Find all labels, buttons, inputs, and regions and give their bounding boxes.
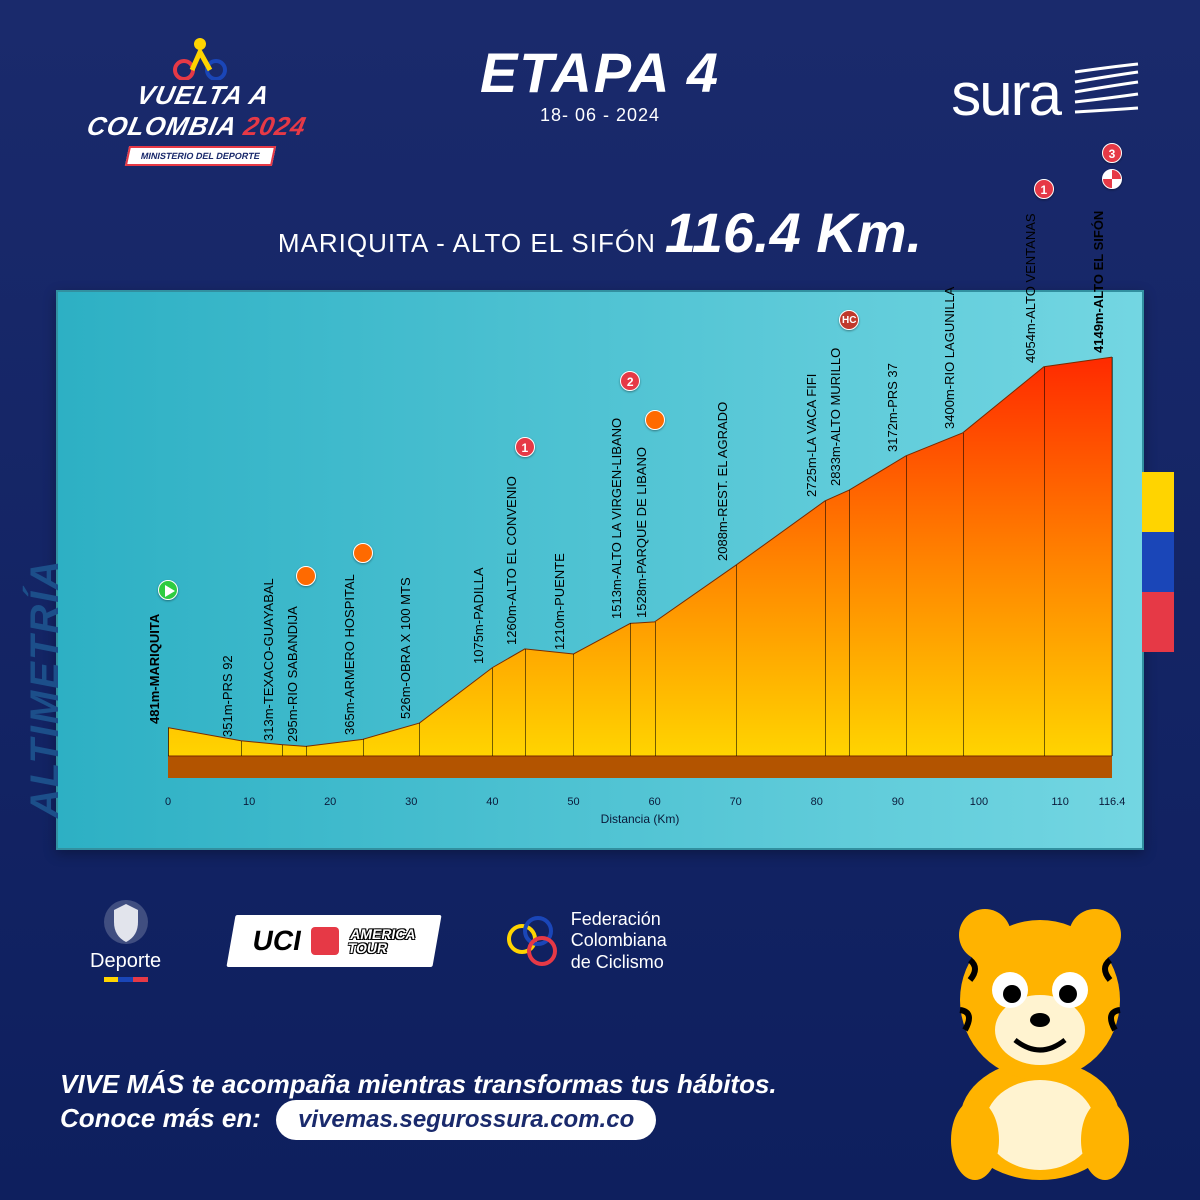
x-axis-title: Distancia (Km): [601, 812, 680, 826]
uci-red-icon: [311, 927, 339, 955]
footer: Deporte UCI AMERICA TOUR Federación Colo…: [0, 880, 1200, 1200]
fede-l2: Colombiana: [571, 930, 667, 952]
point-label: 2833m-ALTO MURILLO: [828, 348, 843, 486]
sprint-badge-icon: [353, 543, 373, 563]
federacion-logo: Federación Colombiana de Ciclismo: [507, 909, 667, 974]
flag-yellow: [1142, 472, 1174, 532]
x-tick: 70: [730, 796, 742, 808]
point-label: 1210m-PUENTE: [552, 553, 567, 650]
x-tick: 50: [567, 796, 579, 808]
point-label: 1260m-ALTO EL CONVENIO: [504, 476, 519, 645]
point-label: 526m-OBRA X 100 MTS: [398, 577, 413, 719]
race-logo: VUELTA ACOLOMBIA 2024 MINISTERIO DEL DEP…: [70, 30, 330, 166]
fede-l3: de Ciclismo: [571, 952, 667, 974]
race-name-1: VUELTA A: [134, 80, 273, 110]
x-tick: 116.4: [1099, 796, 1126, 808]
x-tick: 30: [405, 796, 417, 808]
mf-r: [133, 977, 148, 982]
slogan-line-2-pre: Conoce más en:: [60, 1103, 261, 1133]
race-year: 2024: [241, 111, 309, 141]
flag-red: [1142, 592, 1174, 652]
deporte-text: Deporte: [90, 950, 161, 973]
deporte-logo: Deporte: [90, 900, 161, 982]
x-tick: 100: [970, 796, 988, 808]
flag-blue: [1142, 532, 1174, 592]
point-label: 313m-TEXACO-GUAYABAL: [261, 578, 276, 741]
x-tick: 110: [1051, 796, 1069, 808]
race-name-2: COLOMBIA: [84, 111, 239, 141]
uci-sub: AMERICA TOUR: [347, 927, 417, 955]
federacion-text: Federación Colombiana de Ciclismo: [571, 909, 667, 974]
cyclist-icon: [170, 30, 230, 80]
x-tick: 20: [324, 796, 336, 808]
sura-text: sura: [951, 60, 1060, 129]
elevation-plot: 481m-MARIQUITA351m-PRS 92313m-TEXACO-GUA…: [168, 312, 1112, 778]
stage-date: 18- 06 - 2024: [480, 105, 720, 126]
route-line: MARIQUITA - ALTO EL SIFÓN 116.4 Km.: [0, 200, 1200, 265]
point-label: 1513m-ALTO LA VIRGEN-LIBANO: [609, 418, 624, 619]
fede-l1: Federación: [571, 909, 667, 931]
x-tick: 80: [811, 796, 823, 808]
x-tick: 0: [165, 796, 171, 808]
route-from-to: MARIQUITA - ALTO EL SIFÓN: [278, 228, 656, 258]
point-label: 3400m-RIO LAGUNILLA: [942, 286, 957, 428]
point-label: 1528m-PARQUE DE LIBANO: [634, 447, 649, 618]
elevation-chart-card: ALTIMETRÍA 481m-MARIQUITA351m-PRS 92313m…: [56, 290, 1144, 850]
shield-icon: [104, 900, 148, 944]
point-label: 2725m-LA VACA FIFI: [804, 374, 819, 497]
colombia-flag-strip: [1142, 472, 1174, 652]
x-tick: 10: [243, 796, 255, 808]
cat-badge-icon: 1: [515, 437, 535, 457]
mf-b: [118, 977, 133, 982]
profile-wrap: 481m-MARIQUITA351m-PRS 92313m-TEXACO-GUA…: [168, 312, 1112, 808]
point-label: 4149m-ALTO EL SIFÓN: [1091, 211, 1106, 353]
sura-swoosh-icon: [1070, 62, 1140, 127]
point-label: 365m-ARMERO HOSPITAL: [342, 574, 357, 735]
slogan-line-1: VIVE MÁS te acompaña mientras transforma…: [60, 1069, 777, 1100]
point-label: 481m-MARIQUITA: [147, 613, 162, 723]
point-label: 2088m-REST. EL AGRADO: [715, 402, 730, 561]
x-tick: 90: [892, 796, 904, 808]
ring-r: [527, 936, 557, 966]
sponsor-row: Deporte UCI AMERICA TOUR Federación Colo…: [90, 900, 950, 982]
start-badge-icon: [158, 580, 178, 600]
uci-main: UCI: [250, 925, 304, 957]
sprint-badge-icon: [645, 410, 665, 430]
point-label: 351m-PRS 92: [220, 655, 235, 737]
cat-badge-icon: 1: [1034, 179, 1054, 199]
stage-name: ETAPA 4: [480, 40, 720, 105]
x-tick: 60: [648, 796, 660, 808]
altimetria-label: ALTIMETRÍA: [23, 559, 68, 818]
uci-logo: UCI AMERICA TOUR: [227, 915, 442, 967]
rings-icon: [507, 916, 557, 966]
point-label: 295m-RIO SABANDIJA: [285, 607, 300, 743]
mini-flag: [104, 977, 148, 982]
point-label: 3172m-PRS 37: [885, 363, 900, 452]
x-tick: 40: [486, 796, 498, 808]
url-pill[interactable]: vivemas.segurossura.com.co: [276, 1100, 656, 1140]
race-subtitle: MINISTERIO DEL DEPORTE: [124, 146, 275, 166]
point-label: 4054m-ALTO VENTANAS: [1023, 213, 1038, 363]
route-distance: 116.4 Km.: [665, 201, 922, 264]
sura-logo: sura: [951, 60, 1140, 129]
stage-title: ETAPA 4 18- 06 - 2024: [480, 40, 720, 126]
tiger-mascot-icon: [900, 890, 1180, 1190]
slogan: VIVE MÁS te acompaña mientras transforma…: [60, 1069, 777, 1140]
mf-y: [104, 977, 119, 982]
point-label: 1075m-PADILLA: [471, 567, 486, 664]
x-axis: 0102030405060708090100110116.4: [168, 778, 1112, 808]
header: VUELTA ACOLOMBIA 2024 MINISTERIO DEL DEP…: [0, 30, 1200, 210]
